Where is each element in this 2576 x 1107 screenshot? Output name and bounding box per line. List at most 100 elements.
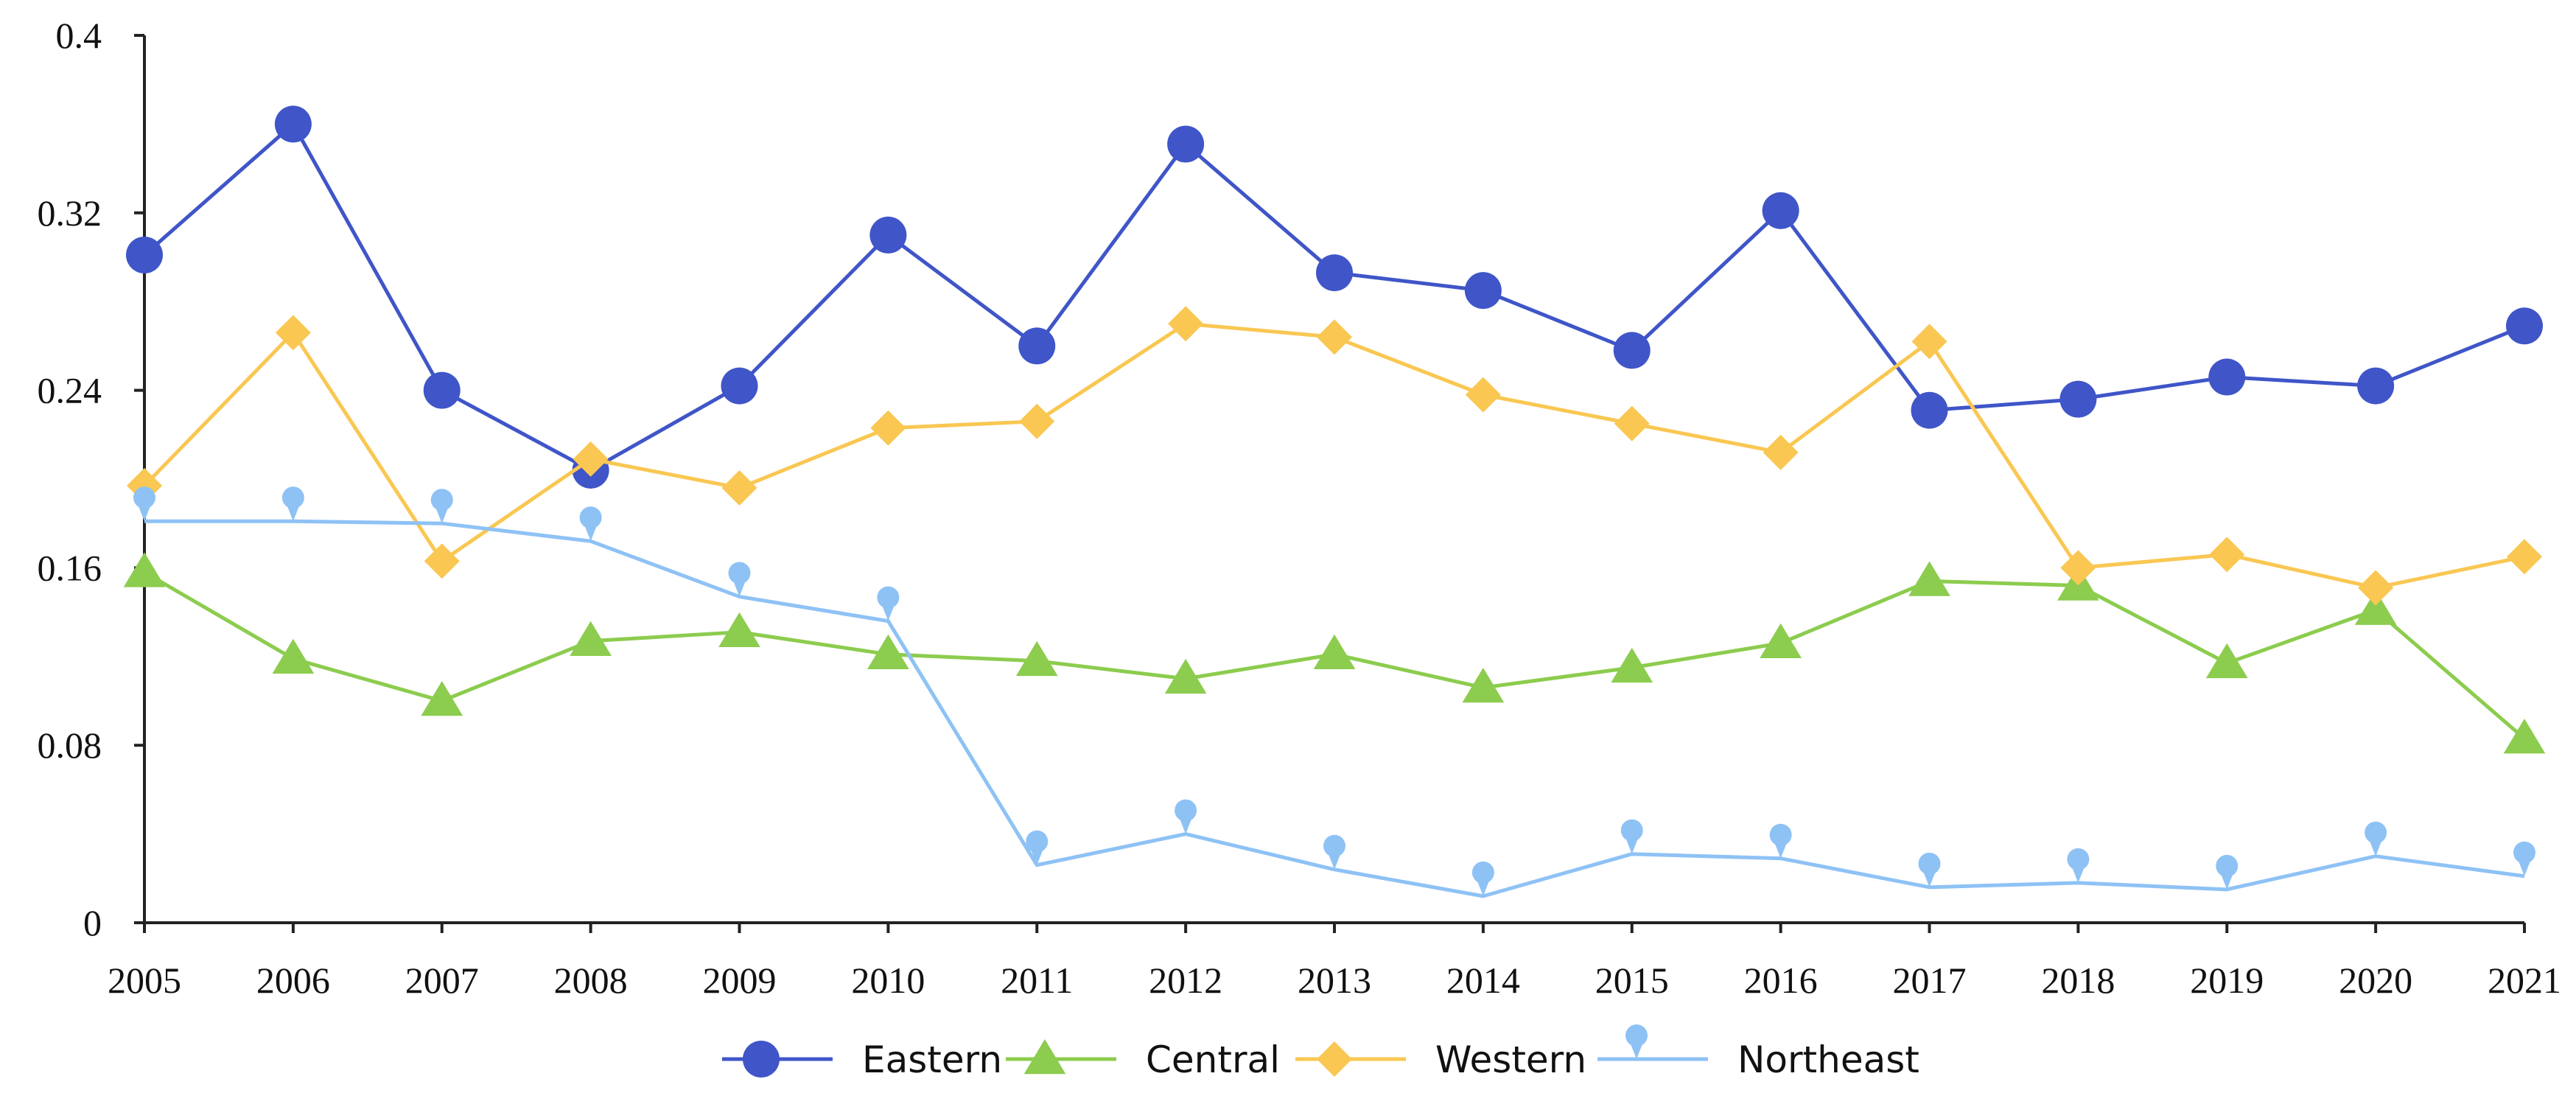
- legend-item-central: Central: [1006, 1038, 1280, 1081]
- data-point-central: [1015, 640, 1058, 677]
- data-point-northeast-tail: [1625, 837, 1639, 854]
- series-western: [127, 306, 2542, 606]
- data-point-northeast-head: [1620, 819, 1643, 842]
- axes: 0 0.08 0.16 0.24 0.32 0.4 2005 2006 2007 2008 2009…: [38, 15, 2562, 1001]
- data-point-northeast-tail: [1774, 841, 1788, 859]
- series-layer: [123, 105, 2546, 898]
- data-point-northeast-head: [1026, 830, 1049, 853]
- data-point-northeast-tail: [1030, 848, 1044, 865]
- data-point-eastern: [1018, 327, 1056, 365]
- legend-marker-northeast-tail: [1630, 1042, 1643, 1059]
- data-point-northeast-head: [281, 486, 304, 509]
- data-point-central: [1462, 667, 1505, 703]
- data-point-northeast: [1175, 799, 1197, 834]
- x-tick-label: 2015: [1595, 960, 1669, 1001]
- y-tick-label: 0: [83, 902, 102, 943]
- data-point-northeast: [1620, 819, 1643, 854]
- data-point-northeast: [1026, 830, 1049, 865]
- data-point-northeast: [579, 506, 602, 542]
- data-point-western: [1465, 377, 1501, 413]
- data-point-northeast-head: [2365, 821, 2387, 844]
- data-point-northeast: [281, 486, 304, 522]
- data-point-western: [2358, 570, 2394, 606]
- data-point-northeast-head: [133, 486, 155, 509]
- x-tick-label: 2007: [405, 960, 479, 1001]
- data-point-northeast-tail: [584, 524, 598, 542]
- data-point-northeast-tail: [435, 506, 449, 524]
- data-point-northeast-head: [1918, 852, 1941, 875]
- data-point-eastern: [721, 367, 758, 405]
- legend-label-eastern: Eastern: [862, 1038, 1002, 1081]
- data-point-eastern: [274, 105, 312, 143]
- data-point-northeast: [1769, 823, 1792, 859]
- series-northeast: [133, 486, 2535, 898]
- data-point-northeast-tail: [1179, 817, 1193, 834]
- legend-marker-eastern: [743, 1041, 780, 1078]
- data-point-eastern: [1464, 272, 1502, 310]
- legend-label-central: Central: [1146, 1038, 1280, 1081]
- data-point-northeast-tail: [1328, 852, 1341, 870]
- data-point-western: [1614, 405, 1650, 441]
- data-point-northeast: [133, 486, 155, 522]
- data-point-northeast-tail: [286, 504, 300, 522]
- data-point-northeast: [877, 586, 900, 621]
- data-point-northeast-tail: [1476, 879, 1490, 896]
- x-tick-label: 2009: [703, 960, 777, 1001]
- data-point-central: [1908, 561, 1950, 596]
- data-point-central: [1313, 634, 1356, 670]
- data-point-northeast-head: [579, 506, 602, 529]
- data-point-central: [1760, 623, 1802, 658]
- data-point-northeast: [1323, 834, 1345, 870]
- data-point-eastern: [2506, 307, 2543, 345]
- data-point-eastern: [126, 236, 163, 273]
- data-point-western: [424, 543, 460, 579]
- data-point-central: [2503, 719, 2546, 754]
- data-point-northeast-tail: [732, 579, 746, 597]
- data-point-northeast-tail: [881, 604, 895, 621]
- data-point-northeast-head: [1471, 861, 1494, 884]
- data-point-eastern: [869, 216, 907, 254]
- legend-marker-northeast: [1625, 1024, 1648, 1059]
- y-tick-label: 0.16: [38, 547, 102, 588]
- data-point-western: [870, 410, 906, 446]
- data-point-western: [573, 441, 609, 477]
- data-point-western: [1911, 324, 1947, 360]
- data-point-central: [2354, 590, 2397, 625]
- series-central: [123, 552, 2546, 754]
- x-tick-label: 2006: [256, 960, 330, 1001]
- data-point-eastern: [2357, 367, 2395, 405]
- legend-marker-northeast-head: [1625, 1024, 1648, 1047]
- x-tick-label: 2010: [851, 960, 925, 1001]
- x-tick-label: 2020: [2339, 960, 2412, 1001]
- data-point-central: [123, 552, 166, 587]
- data-point-northeast-head: [2067, 848, 2090, 870]
- data-point-northeast: [2513, 841, 2535, 876]
- data-point-eastern: [1316, 254, 1353, 292]
- x-tick-label: 2021: [2488, 960, 2561, 1001]
- y-tick-label: 0.08: [38, 724, 102, 766]
- data-point-northeast: [2365, 821, 2387, 856]
- data-point-central: [570, 621, 612, 656]
- x-tick-label: 2016: [1744, 960, 1818, 1001]
- y-tick-label: 0.32: [38, 192, 102, 234]
- data-point-northeast: [728, 562, 751, 597]
- x-tick-label: 2019: [2190, 960, 2264, 1001]
- x-tick-label: 2005: [108, 960, 181, 1001]
- data-point-central: [1164, 658, 1207, 694]
- legend-label-northeast: Northeast: [1737, 1038, 1919, 1081]
- x-tick-label: 2011: [1001, 960, 1073, 1001]
- data-point-western: [1168, 306, 1204, 342]
- data-point-northeast-tail: [2518, 859, 2531, 876]
- data-point-eastern: [1762, 192, 1799, 229]
- data-point-eastern: [1911, 391, 1948, 429]
- data-point-northeast: [1471, 861, 1494, 896]
- data-point-northeast-head: [1769, 823, 1792, 846]
- data-point-northeast: [2067, 848, 2090, 883]
- x-tick-label: 2018: [2041, 960, 2115, 1001]
- series-eastern: [126, 105, 2543, 489]
- data-point-northeast-head: [2513, 841, 2535, 864]
- x-tick-label: 2013: [1298, 960, 1371, 1001]
- data-point-western: [2209, 537, 2245, 573]
- data-point-eastern: [423, 371, 461, 409]
- legend: Eastern Central Western Northeast: [722, 1024, 1919, 1081]
